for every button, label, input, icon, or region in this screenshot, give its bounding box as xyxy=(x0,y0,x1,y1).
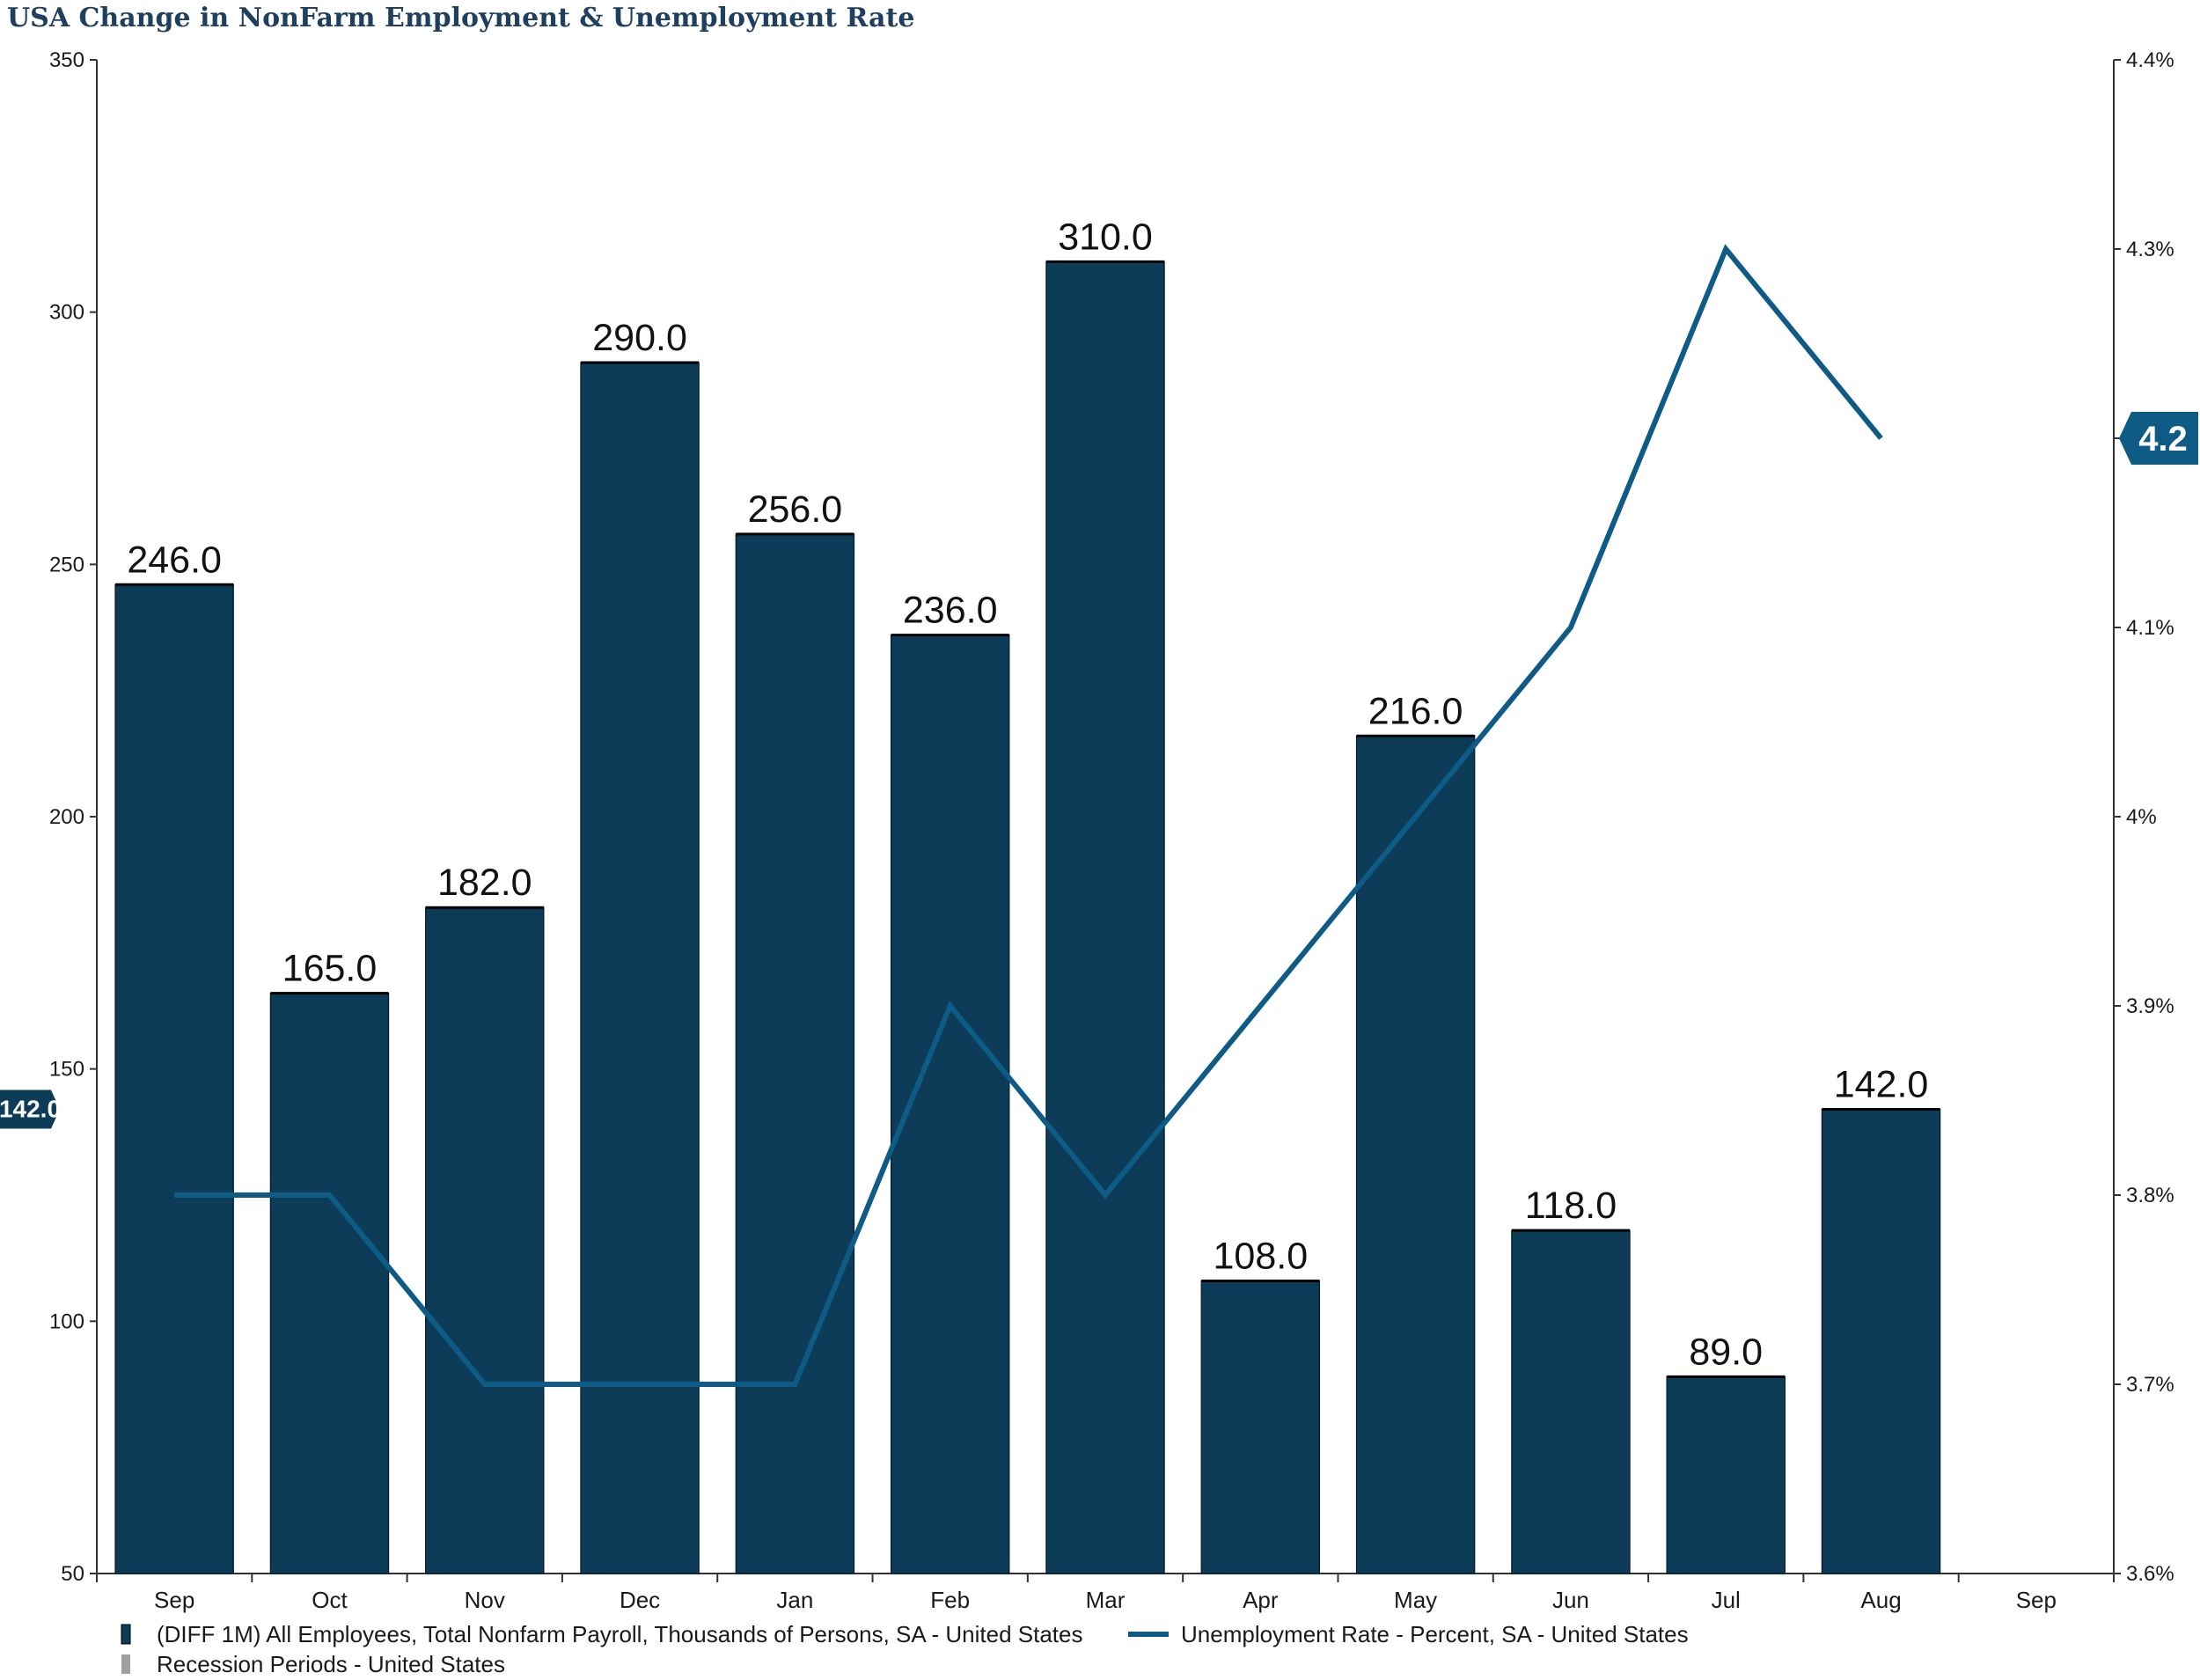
right-tick-label: 3.7% xyxy=(2126,1373,2174,1397)
bar-data-label: 165.0 xyxy=(282,948,378,990)
right-tick-label: 4.1% xyxy=(2126,616,2174,640)
right-tick-label: 3.6% xyxy=(2126,1562,2174,1586)
right-tick-label: 4.3% xyxy=(2126,238,2174,261)
bar-data-label: 290.0 xyxy=(592,317,687,359)
x-tick-label: Nov xyxy=(465,1587,505,1613)
x-tick-label: Feb xyxy=(930,1587,970,1613)
bar-data-label: 310.0 xyxy=(1058,216,1153,258)
bar-data-label: 246.0 xyxy=(127,539,222,581)
legend-label-unemployment: Unemployment Rate - Percent, SA - United… xyxy=(1181,1621,1689,1647)
right-tick-label: 3.9% xyxy=(2126,994,2174,1018)
line-series xyxy=(174,244,1883,1387)
legend-swatch-payroll xyxy=(121,1624,131,1645)
right-last-value-tag xyxy=(2119,412,2198,465)
bar xyxy=(580,362,700,1574)
right-tick-label: 3.8% xyxy=(2126,1184,2174,1207)
x-tick-label: Jul xyxy=(1712,1587,1741,1613)
x-tick-label: Aug xyxy=(1860,1587,1901,1613)
x-tick-label: Sep xyxy=(2016,1587,2057,1613)
bar-data-label: 108.0 xyxy=(1214,1235,1309,1277)
bar-data-labels: 246.0 165.0 182.0 290.0 256.0 236.0 310.0 108.0… xyxy=(127,216,1928,1373)
left-tick-label: 350 xyxy=(49,48,84,72)
legend-label-recession: Recession Periods - United States xyxy=(157,1651,505,1677)
last-value-tags: 142.0 4.2 xyxy=(0,412,2198,1129)
bar xyxy=(1045,260,1165,1574)
bar xyxy=(1355,735,1476,1574)
x-tick-label: Mar xyxy=(1086,1587,1126,1613)
x-tick-label: Sep xyxy=(154,1587,194,1613)
x-tick-label: Oct xyxy=(312,1587,348,1613)
left-axis-ticks: 50 100 150 200 250 300 350 xyxy=(49,48,97,1586)
unemployment-rate-line xyxy=(174,244,1883,1387)
bar-data-label: 216.0 xyxy=(1368,690,1463,732)
legend: (DIFF 1M) All Employees, Total Nonfarm P… xyxy=(121,1621,1689,1677)
bar xyxy=(114,583,234,1574)
legend-swatch-recession xyxy=(121,1654,130,1674)
left-tick-label: 200 xyxy=(49,805,84,829)
right-axis-ticks: 3.6% 3.7% 3.8% 3.9% 4% 4.1% 4.3% 4.4% xyxy=(2114,48,2174,1586)
right-last-value-label: 4.2 xyxy=(2138,420,2188,459)
x-tick-label: May xyxy=(1394,1587,1437,1613)
x-tick-label: Jun xyxy=(1552,1587,1589,1613)
left-last-value-label: 142.0 xyxy=(0,1096,61,1123)
x-tick-label: Apr xyxy=(1243,1587,1279,1613)
bar-data-label: 118.0 xyxy=(1525,1185,1617,1227)
left-tick-label: 100 xyxy=(49,1310,84,1333)
bar-data-label: 142.0 xyxy=(1834,1064,1929,1106)
bar xyxy=(1821,1108,1941,1574)
bar xyxy=(425,906,545,1574)
bar-data-label: 182.0 xyxy=(437,862,532,904)
left-tick-label: 150 xyxy=(49,1058,84,1082)
bar-series xyxy=(114,260,1941,1574)
bar xyxy=(1511,1229,1631,1574)
bar xyxy=(269,992,390,1574)
x-axis-ticks: Sep Oct Nov Dec Jan Feb Mar Apr May Jun Jul Aug Sep xyxy=(96,1574,2115,1613)
x-tick-label: Dec xyxy=(620,1587,660,1613)
right-tick-label: 4% xyxy=(2126,805,2157,829)
left-last-value-tag xyxy=(0,1089,60,1129)
bar xyxy=(1200,1280,1321,1574)
left-tick-label: 50 xyxy=(61,1562,84,1586)
bar xyxy=(1666,1376,1786,1574)
bar-data-label: 89.0 xyxy=(1689,1331,1763,1373)
x-tick-label: Jan xyxy=(776,1587,813,1613)
bar-data-label: 236.0 xyxy=(903,590,998,632)
bar xyxy=(735,533,855,1574)
right-tick-label: 4.4% xyxy=(2126,48,2174,72)
bar-data-label: 256.0 xyxy=(748,488,843,531)
left-tick-label: 300 xyxy=(49,301,84,325)
chart-title: USA Change in NonFarm Employment & Unemp… xyxy=(7,3,914,33)
legend-label-payroll: (DIFF 1M) All Employees, Total Nonfarm P… xyxy=(157,1621,1082,1647)
left-tick-label: 250 xyxy=(49,553,84,576)
